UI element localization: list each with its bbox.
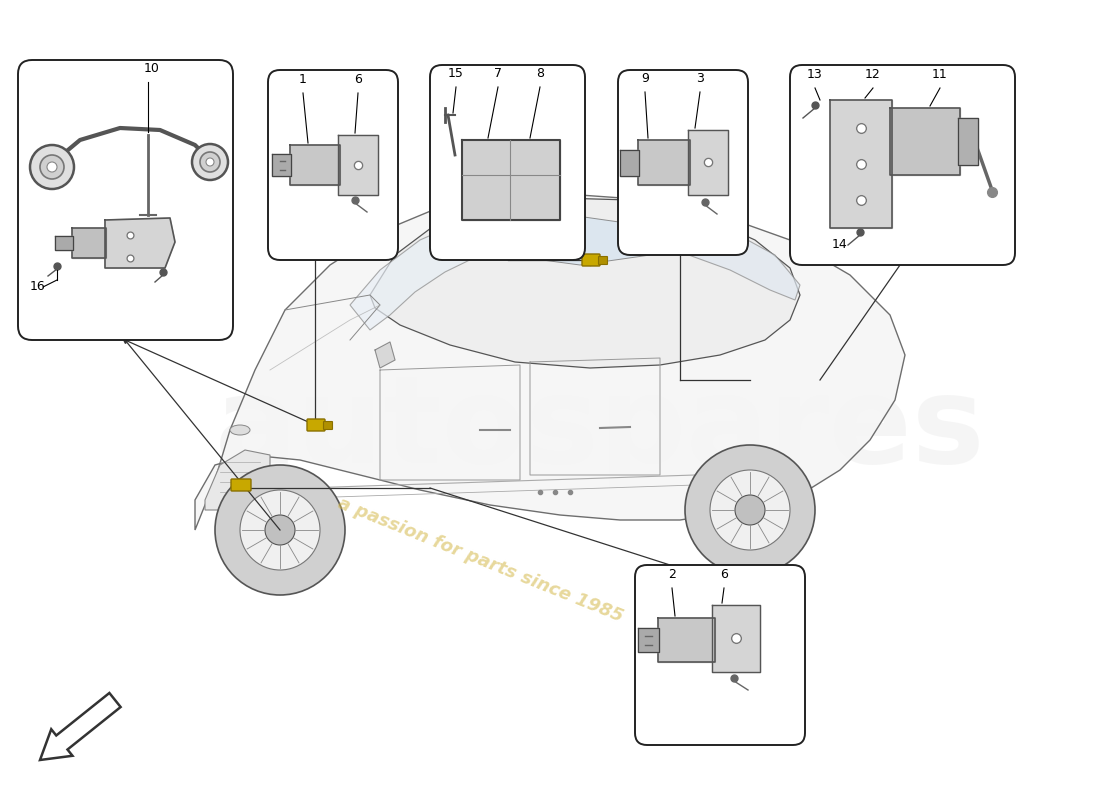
Polygon shape [620, 210, 800, 300]
Polygon shape [375, 342, 395, 368]
Polygon shape [338, 135, 378, 195]
FancyBboxPatch shape [307, 419, 324, 431]
Polygon shape [72, 228, 106, 258]
Ellipse shape [230, 425, 250, 435]
Text: 10: 10 [144, 62, 159, 75]
Polygon shape [620, 150, 639, 176]
Polygon shape [55, 236, 73, 250]
Circle shape [200, 152, 220, 172]
Text: 6: 6 [354, 73, 362, 86]
Polygon shape [195, 195, 905, 530]
Circle shape [685, 445, 815, 575]
Circle shape [214, 465, 345, 595]
FancyBboxPatch shape [582, 254, 600, 266]
Circle shape [192, 144, 228, 180]
FancyBboxPatch shape [18, 60, 233, 340]
Polygon shape [205, 450, 270, 510]
Circle shape [206, 158, 214, 166]
Text: autospares: autospares [214, 371, 986, 489]
FancyBboxPatch shape [231, 479, 251, 491]
Text: 7: 7 [494, 67, 502, 80]
Polygon shape [272, 154, 292, 176]
Text: 6: 6 [720, 568, 728, 581]
Circle shape [710, 470, 790, 550]
FancyBboxPatch shape [790, 65, 1015, 265]
Text: 8: 8 [536, 67, 544, 80]
Text: 2: 2 [668, 568, 675, 581]
Polygon shape [712, 605, 760, 672]
Circle shape [265, 515, 295, 545]
Text: 14: 14 [832, 238, 848, 251]
FancyBboxPatch shape [323, 422, 332, 430]
Polygon shape [638, 140, 690, 185]
FancyBboxPatch shape [618, 70, 748, 255]
Text: 11: 11 [932, 68, 948, 81]
Polygon shape [370, 198, 800, 368]
FancyBboxPatch shape [635, 565, 805, 745]
Polygon shape [104, 218, 175, 268]
FancyBboxPatch shape [430, 65, 585, 260]
Polygon shape [958, 118, 978, 165]
Polygon shape [688, 130, 728, 195]
Polygon shape [500, 215, 650, 265]
Circle shape [40, 155, 64, 179]
Circle shape [735, 495, 764, 525]
Circle shape [30, 145, 74, 189]
Circle shape [240, 490, 320, 570]
Polygon shape [890, 108, 960, 175]
Text: 13: 13 [807, 68, 823, 81]
Polygon shape [658, 618, 715, 662]
Text: 1: 1 [299, 73, 307, 86]
Text: 12: 12 [865, 68, 881, 81]
Polygon shape [638, 628, 659, 652]
Polygon shape [830, 100, 892, 228]
FancyBboxPatch shape [268, 70, 398, 260]
Text: a passion for parts since 1985: a passion for parts since 1985 [334, 494, 625, 626]
Text: 16: 16 [30, 280, 46, 293]
Text: 3: 3 [696, 72, 704, 85]
FancyBboxPatch shape [598, 257, 607, 265]
Circle shape [47, 162, 57, 172]
Text: 15: 15 [448, 67, 464, 80]
Text: 9: 9 [641, 72, 649, 85]
Polygon shape [462, 140, 560, 220]
Polygon shape [290, 145, 340, 185]
Polygon shape [350, 208, 540, 330]
FancyArrow shape [40, 693, 121, 760]
